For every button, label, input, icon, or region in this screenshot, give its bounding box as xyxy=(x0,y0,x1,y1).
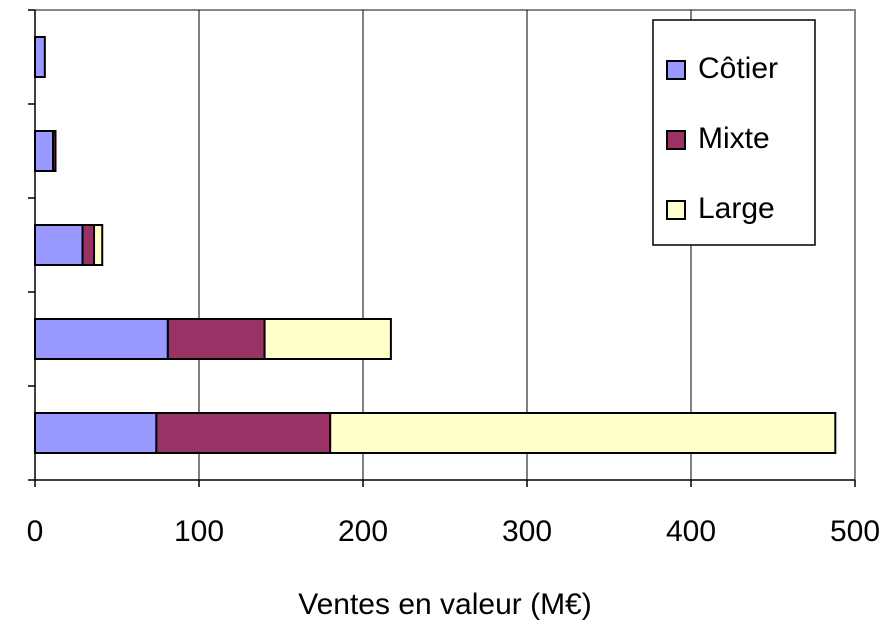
x-tick-label: 300 xyxy=(502,515,552,548)
bar-segment xyxy=(81,224,96,266)
legend-label: Mixte xyxy=(698,122,770,155)
bar-segment xyxy=(34,224,84,266)
x-tick-label: 100 xyxy=(174,515,224,548)
bar-segment xyxy=(52,130,57,172)
legend-swatch xyxy=(666,200,686,220)
x-tick-label: 400 xyxy=(666,515,716,548)
legend-label: Large xyxy=(698,192,775,225)
bar-segment xyxy=(155,412,332,454)
legend-swatch xyxy=(666,130,686,150)
x-tick-label: 200 xyxy=(338,515,388,548)
bar-segment xyxy=(93,224,104,266)
x-tick-label: 500 xyxy=(830,515,880,548)
x-tick-label: 0 xyxy=(27,515,44,548)
bar-segment xyxy=(166,318,266,360)
x-axis-title: Ventes en valeur (M€) xyxy=(298,588,591,621)
legend-label: Côtier xyxy=(698,52,778,85)
plot-frame xyxy=(35,9,856,480)
bar-segment xyxy=(263,318,392,360)
bar-segment xyxy=(34,412,158,454)
bar-segment xyxy=(34,318,169,360)
bar-segment xyxy=(34,130,55,172)
bar-segment xyxy=(329,412,837,454)
legend-swatch xyxy=(666,60,686,80)
bar-segment xyxy=(34,36,46,78)
